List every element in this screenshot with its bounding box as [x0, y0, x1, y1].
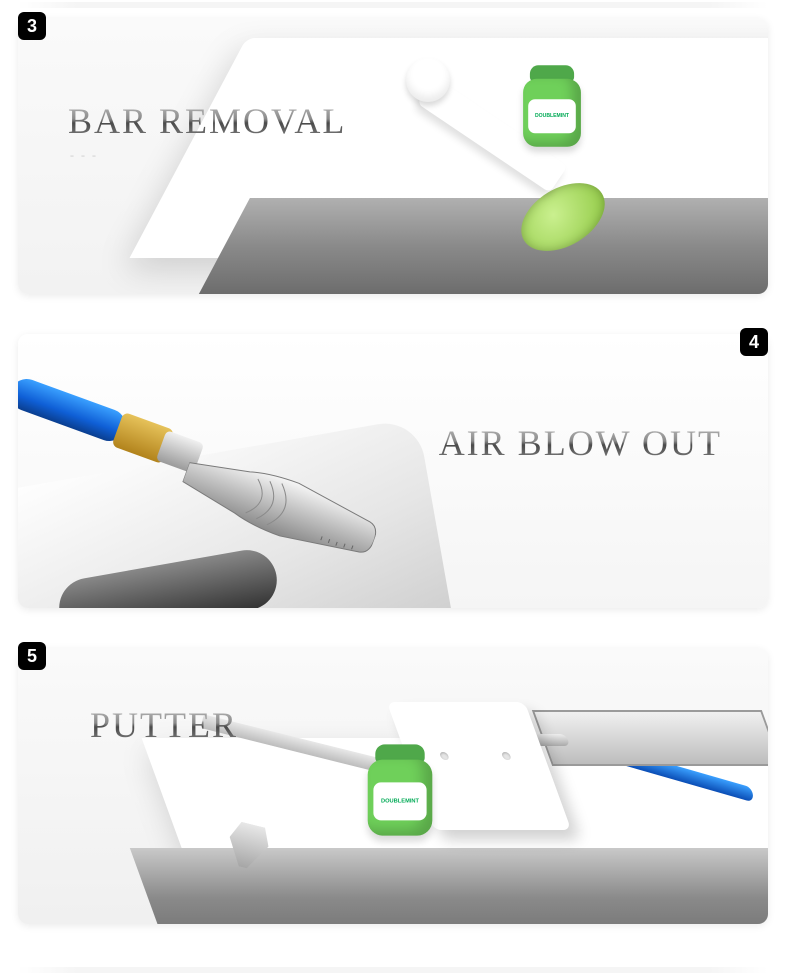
- reject-bar-pivot: [406, 58, 450, 102]
- feature-card-bar-removal: 3 DOUBLEMINT BAR REMOVAL - - -: [18, 18, 768, 294]
- card-badge: 5: [18, 642, 46, 670]
- bottle-label: DOUBLEMINT: [528, 99, 576, 133]
- card-image-area: DOUBLEMINT PUTTER: [18, 648, 768, 924]
- title-underline-dashes: - - -: [70, 148, 98, 163]
- bottle-label: DOUBLEMINT: [373, 782, 426, 820]
- card-title-text: BAR REMOVAL: [68, 101, 346, 141]
- card-title: PUTTER: [90, 704, 238, 746]
- product-bottle: DOUBLEMINT: [523, 65, 581, 147]
- card-title-text: AIR BLOW OUT: [439, 423, 722, 463]
- plate-bolt: [501, 752, 512, 760]
- product-bottle: DOUBLEMINT: [368, 744, 433, 835]
- page-fade-top: [18, 2, 768, 8]
- page-fade-bottom: [18, 967, 768, 973]
- card-image-area: AIR BLOW OUT: [18, 334, 768, 608]
- feature-card-putter: 5 DOUBLEMINT PUTTER: [18, 648, 768, 924]
- conveyor-side-panel: [186, 198, 768, 294]
- card-title: BAR REMOVAL: [68, 100, 346, 142]
- card-badge: 4: [740, 328, 768, 356]
- card-image-area: DOUBLEMINT BAR REMOVAL - - -: [18, 18, 768, 294]
- card-title: AIR BLOW OUT: [439, 422, 722, 464]
- card-badge: 3: [18, 12, 46, 40]
- plate-bolt: [439, 752, 450, 760]
- feature-card-air-blow-out: 4: [18, 334, 768, 608]
- air-hose: [18, 374, 130, 445]
- card-title-text: PUTTER: [90, 705, 238, 745]
